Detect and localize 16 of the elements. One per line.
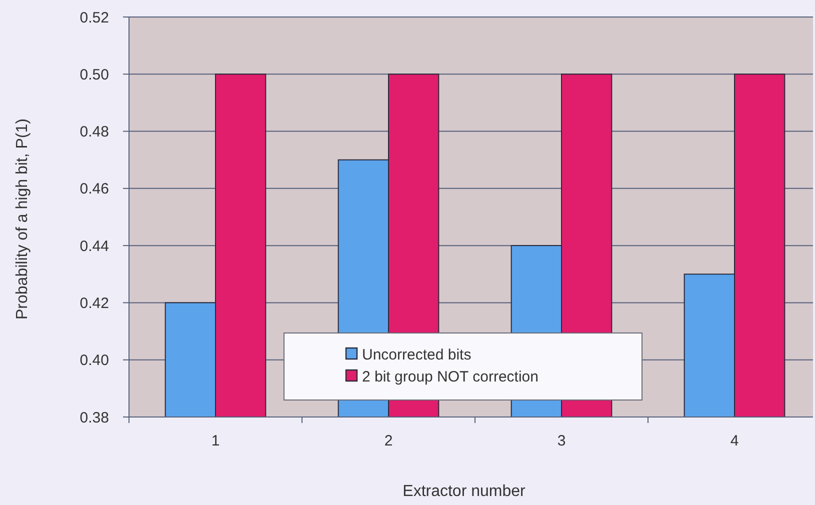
- y-tick-label: 0.46: [80, 180, 109, 198]
- y-tick-label: 0.40: [80, 352, 109, 370]
- x-tick-label: 1: [211, 432, 220, 450]
- legend-label: Uncorrected bits: [362, 346, 472, 364]
- y-tick-label: 0.48: [80, 124, 109, 141]
- y-tick-label: 0.42: [80, 294, 109, 312]
- x-axis-title: Extractor number: [402, 483, 526, 500]
- y-tick-label: 0.38: [80, 409, 109, 426]
- y-tick-label: 0.44: [80, 238, 109, 255]
- legend-label: 2 bit group NOT correction: [362, 368, 538, 386]
- x-tick-label: 4: [730, 432, 739, 450]
- y-tick-label: 0.50: [80, 66, 109, 84]
- y-axis-title: Probability of a high bit, P(1): [14, 118, 31, 320]
- y-tick-label: 0.52: [80, 9, 109, 26]
- x-tick-label: 2: [384, 432, 393, 450]
- x-tick-label: 3: [557, 432, 566, 450]
